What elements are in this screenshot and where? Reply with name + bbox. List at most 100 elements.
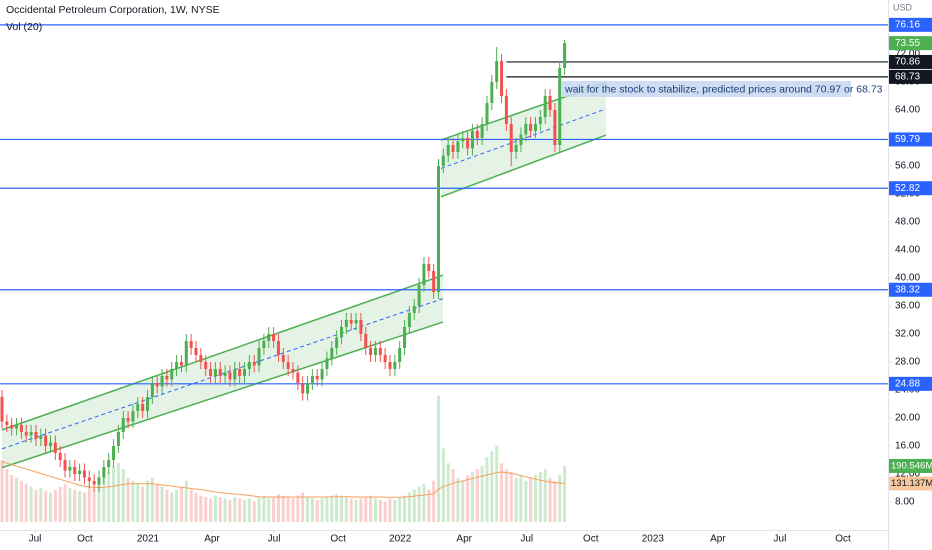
volume-bar — [82, 492, 86, 522]
candle-body — [427, 263, 431, 271]
volume-bar — [199, 495, 203, 522]
candle-body — [116, 431, 120, 446]
volume-bar — [189, 489, 193, 522]
y-tick-label: 48.00 — [895, 217, 920, 228]
candle-body — [39, 435, 43, 439]
candle-body — [378, 347, 382, 355]
candle-body — [446, 144, 450, 156]
price-line-label-bg — [889, 181, 932, 196]
volume-bar — [388, 498, 392, 522]
volume-bar — [548, 477, 552, 522]
candle-body — [354, 319, 358, 324]
candle-body — [204, 361, 208, 369]
volume-bar — [538, 472, 542, 522]
volume-bar — [533, 474, 538, 522]
candle-body — [451, 144, 455, 152]
candle-body — [213, 368, 217, 376]
volume-bar — [446, 463, 450, 522]
channel-lower — [1, 321, 444, 469]
candle-body — [320, 368, 324, 380]
volume-bar — [519, 474, 523, 522]
volume-bar — [412, 489, 416, 522]
candle-body — [296, 372, 300, 383]
volume-bar — [344, 497, 348, 522]
candle-body — [461, 137, 465, 142]
volume-bar — [286, 497, 290, 522]
price-line-label-bg — [889, 282, 932, 297]
y-tick-label: 16.00 — [895, 441, 920, 452]
candle-body — [475, 130, 479, 138]
volume-bar — [509, 472, 513, 522]
candle-body — [48, 442, 52, 446]
candle-body — [272, 333, 276, 341]
volume-bar — [155, 483, 159, 522]
volume-bar — [102, 474, 106, 522]
chart-title: Occidental Petroleum Corporation, 1W, NY… — [6, 4, 220, 16]
candle-body — [97, 477, 101, 485]
candle-body — [364, 333, 368, 348]
level-label: 70.86 — [895, 57, 920, 68]
candle-body — [145, 396, 149, 411]
volume-bar — [417, 486, 421, 522]
candle-body — [121, 417, 125, 432]
volume-ma — [1, 461, 565, 498]
volume-bar — [97, 483, 101, 522]
y-tick-label: 44.00 — [895, 245, 920, 256]
volume-bar — [228, 499, 232, 522]
volume-bar — [373, 498, 377, 522]
volume-bar — [475, 469, 479, 522]
level-label-bg — [889, 54, 932, 69]
volume-bar — [150, 477, 154, 522]
candle-body — [126, 417, 130, 422]
candle-body — [78, 470, 82, 474]
candle-body — [301, 382, 305, 394]
mid-layer — [0, 24, 888, 492]
candle-body — [24, 431, 28, 436]
volume-bar — [116, 463, 120, 522]
candle-body — [276, 340, 280, 355]
candle-body — [58, 452, 62, 460]
volume-bar — [131, 480, 135, 522]
volume-bar — [291, 498, 295, 522]
volume-bar — [112, 466, 116, 522]
price-line-label: 52.82 — [895, 183, 920, 194]
volume-bar — [296, 495, 300, 522]
candle-body — [233, 368, 237, 380]
volume-bar — [213, 495, 217, 522]
volume-bar — [301, 492, 305, 522]
volume-bar — [490, 451, 494, 522]
candle-body — [383, 354, 387, 362]
x-tick-label: Oct — [330, 534, 346, 545]
y-tick-label: 64.00 — [895, 105, 920, 116]
candle-body — [68, 466, 72, 471]
candle-body — [436, 165, 440, 292]
candle-body — [199, 354, 203, 362]
volume-bar — [87, 486, 91, 522]
candle-body — [485, 102, 489, 124]
channel-lower — [440, 134, 607, 198]
candle-body — [504, 95, 508, 124]
volume-bar — [456, 477, 460, 522]
candle-body — [175, 361, 179, 369]
candle-body — [480, 123, 484, 138]
candle-body — [218, 368, 222, 376]
volume-bar — [179, 486, 183, 522]
x-tick-label: 2023 — [642, 534, 665, 545]
candle-body — [403, 326, 407, 348]
volume-bar — [364, 497, 368, 522]
price-line-label-bg — [889, 17, 932, 32]
candle-body — [310, 375, 314, 383]
volume-bar — [422, 483, 426, 522]
volume-bar — [0, 460, 4, 522]
candle-body — [470, 130, 474, 149]
candle-body — [223, 372, 227, 376]
candle-body — [73, 466, 77, 474]
volume-bar — [107, 472, 111, 522]
candle-body — [344, 319, 348, 327]
volume-bar — [378, 499, 382, 522]
candle-body — [330, 347, 334, 359]
volume-bar — [34, 489, 38, 522]
x-tick-label: Apr — [204, 534, 220, 545]
y-tick-label: 36.00 — [895, 301, 920, 312]
